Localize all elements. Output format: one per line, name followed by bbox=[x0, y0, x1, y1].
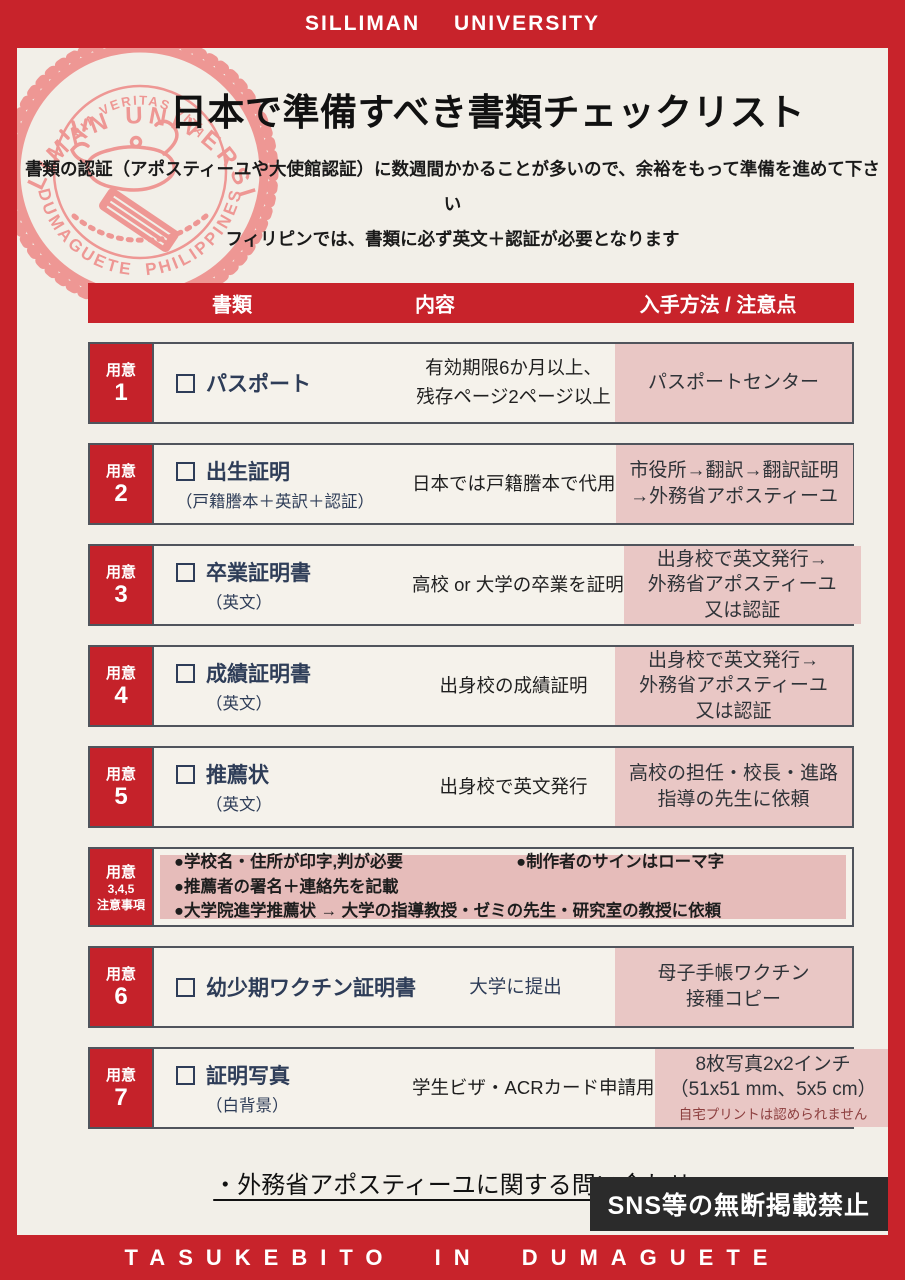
row-tag: 用意 bbox=[105, 564, 136, 582]
document-description: 有効期限6か月以上、 残存ページ2ページ以上 bbox=[416, 357, 611, 407]
subtitle-line-2: フィリピンでは、書類に必ず英文＋認証が必要となります bbox=[225, 229, 680, 249]
document-subtitle: （英文） bbox=[206, 796, 272, 814]
row-number-cell: 用意 4 bbox=[90, 647, 154, 725]
page-title: 日本で準備すべき書類チェックリスト bbox=[170, 92, 805, 133]
row-number-cell: 用意 1 bbox=[90, 344, 154, 422]
table-row-id-photo: 用意 7 証明写真 （白背景） 学生ビザ・ACRカード申請用 8枚写真2x2イン… bbox=[88, 1047, 888, 1129]
document-name: 推薦状 bbox=[206, 764, 269, 787]
document-subtitle: （戸籍謄本＋英訳＋認証） bbox=[176, 493, 374, 511]
row-tag: 用意 bbox=[105, 766, 136, 784]
document-subtitle: （白背景） bbox=[206, 1097, 289, 1115]
column-contents: 内容 bbox=[415, 294, 455, 317]
university-seal-icon: SILLIMAN UNIVERSITY DUMAGUETE PHILIPPINE… bbox=[17, 48, 279, 311]
document-subtitle: （英文） bbox=[206, 695, 272, 713]
column-documents: 書類 bbox=[212, 294, 252, 317]
university-name: SILLIMAN UNIVERSITY bbox=[304, 12, 600, 35]
checkbox[interactable] bbox=[176, 1065, 195, 1085]
table-row-birth-certificate: 用意 2 出生証明 （戸籍謄本＋英訳＋認証） 日本では戸籍謄本で代用 市役所→翻… bbox=[88, 443, 854, 525]
document-name: 成績証明書 bbox=[206, 663, 311, 686]
checkbox[interactable] bbox=[176, 373, 195, 393]
table-header: 書類 内容 入手方法 / 注意点 bbox=[88, 283, 854, 323]
table-row-recommendation-letter: 用意 5 推薦状 （英文） 出身校で英文発行 高校の担任・校長・進路 指導の先生… bbox=[88, 746, 854, 828]
column-method: 入手方法 / 注意点 bbox=[639, 294, 797, 317]
document-description: 出身校の成績証明 bbox=[439, 674, 588, 696]
row-number-cell: 用意 6 bbox=[90, 948, 154, 1026]
method-cell: パスポートセンター bbox=[615, 344, 852, 422]
seal-book-icon bbox=[99, 188, 179, 253]
document-description: 学生ビザ・ACRカード申請用 bbox=[412, 1076, 655, 1098]
notes-content: ●学校名・住所が印字,判が必要 ●制作者のサインはローマ字 ●推薦者の署名＋連絡… bbox=[160, 853, 846, 920]
checkbox[interactable] bbox=[176, 663, 195, 683]
document-name: 出生証明 bbox=[206, 461, 290, 484]
checkbox[interactable] bbox=[176, 562, 195, 582]
top-banner: SILLIMAN UNIVERSITY bbox=[0, 0, 905, 48]
table-row-transcript: 用意 4 成績証明書 （英文） 出身校の成績証明 出身校で英文発行→ 外務省アポ… bbox=[88, 645, 854, 727]
method-cell: 高校の担任・校長・進路 指導の先生に依頼 bbox=[615, 748, 852, 826]
row-tag: 用意 bbox=[105, 1067, 136, 1085]
table-row-passport: 用意 1 パスポート 有効期限6か月以上、 残存ページ2ページ以上 パスポートセ… bbox=[88, 342, 854, 424]
seal-lamp-icon bbox=[59, 118, 179, 192]
checkbox[interactable] bbox=[176, 461, 195, 481]
row-number-cell: 用意 5 bbox=[90, 748, 154, 826]
row-number: 6 bbox=[114, 983, 128, 1011]
method-cell: 8枚写真2x2インチ （51x51 mm、5x5 cm） 自宅プリントは認められ… bbox=[654, 1049, 888, 1127]
bottom-banner-text: TASUKEBITO IN DUMAGUETE bbox=[124, 1244, 781, 1270]
row-tag: 用意 bbox=[105, 966, 136, 984]
row-number-cell: 用意 2 bbox=[90, 445, 154, 523]
bottom-banner: TASUKEBITO IN DUMAGUETE bbox=[0, 1235, 905, 1280]
row-tag: 用意 bbox=[105, 362, 136, 380]
page-subtitle: 書類の認証（アポスティーユや大使館認証）に数週間かかることが多いので、余裕をもっ… bbox=[17, 152, 888, 257]
checkbox[interactable] bbox=[176, 977, 195, 997]
method-cell: 母子手帳ワクチン 接種コピー bbox=[615, 948, 852, 1026]
document-name: 卒業証明書 bbox=[206, 562, 311, 585]
subtitle-line-1: 書類の認証（アポスティーユや大使館認証）に数週間かかることが多いので、余裕をもっ… bbox=[25, 159, 880, 214]
method-cell: 出身校で英文発行→ 外務省アポスティーユ 又は認証 bbox=[623, 546, 861, 624]
checkbox[interactable] bbox=[176, 764, 195, 784]
sns-prohibition-badge: SNS等の無断掲載禁止 bbox=[589, 1177, 888, 1231]
row-number: 7 bbox=[114, 1084, 128, 1112]
notes-row-numbers: 3,4,5 bbox=[107, 881, 135, 896]
document-name: 幼少期ワクチン証明書 bbox=[206, 977, 416, 1000]
row-number: 2 bbox=[114, 480, 128, 508]
document-subtitle: （英文） bbox=[206, 594, 272, 612]
document-description: 出身校で英文発行 bbox=[439, 775, 588, 797]
document-description: 高校 or 大学の卒業を証明 bbox=[412, 573, 624, 595]
seal-laurel-icon bbox=[71, 213, 209, 243]
row-number-cell: 用意 7 bbox=[90, 1049, 154, 1127]
row-number: 1 bbox=[114, 379, 128, 407]
row-number: 3 bbox=[114, 581, 128, 609]
row-number-cell: 用意 3 bbox=[90, 546, 154, 624]
method-note: 自宅プリントは認められません bbox=[678, 1107, 868, 1123]
document-description: 日本では戸籍謄本で代用 bbox=[412, 472, 616, 494]
row-number: 5 bbox=[114, 783, 128, 811]
table-row-notes: 用意 3,4,5 注意事項 ●学校名・住所が印字,判が必要 ●制作者のサインはロ… bbox=[88, 847, 854, 927]
row-number: 4 bbox=[114, 682, 128, 710]
document-description: 大学に提出 bbox=[469, 975, 562, 997]
method-cell: 市役所→翻訳→翻訳証明 →外務省アポスティーユ bbox=[615, 445, 853, 523]
checklist-sheet: SILLIMAN UNIVERSITY DUMAGUETE PHILIPPINE… bbox=[17, 48, 888, 1235]
document-name: パスポート bbox=[206, 373, 311, 396]
row-number-cell: 用意 3,4,5 注意事項 bbox=[90, 849, 154, 925]
row-tag: 用意 bbox=[105, 463, 136, 481]
method-cell: 出身校で英文発行→ 外務省アポスティーユ 又は認証 bbox=[615, 647, 852, 725]
table-row-graduation-certificate: 用意 3 卒業証明書 （英文） 高校 or 大学の卒業を証明 出身校で英文発行→… bbox=[88, 544, 861, 626]
notes-row-label: 注意事項 bbox=[96, 897, 145, 912]
table-row-vaccine-certificate: 用意 6 幼少期ワクチン証明書 大学に提出 母子手帳ワクチン 接種コピー bbox=[88, 946, 854, 1028]
row-tag: 用意 bbox=[105, 863, 136, 881]
row-tag: 用意 bbox=[105, 665, 136, 683]
document-name: 証明写真 bbox=[206, 1065, 290, 1088]
